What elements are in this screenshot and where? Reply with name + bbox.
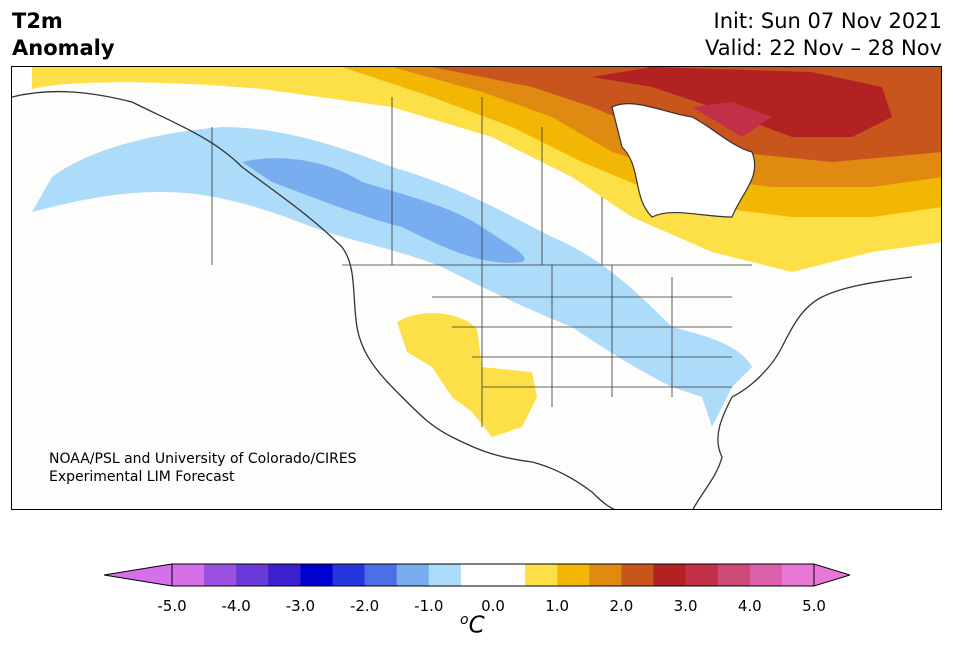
title-line-variable: T2m — [12, 9, 63, 33]
map-title: T2m Anomaly — [12, 8, 115, 62]
attribution-line-2: Experimental LIM Forecast — [49, 469, 235, 485]
anomaly-region-medium-blue — [242, 158, 525, 263]
colorbar-tick-label: 0.0 — [481, 597, 505, 615]
colorbar-segment — [396, 564, 430, 586]
colorbar-segment — [236, 564, 269, 586]
colorbar-segment — [781, 564, 815, 586]
colorbar-segment — [428, 564, 462, 586]
init-date: Init: Sun 07 Nov 2021 — [713, 9, 942, 33]
attribution-line-1: NOAA/PSL and University of Colorado/CIRE… — [49, 451, 357, 467]
colorbar-segment — [589, 564, 622, 586]
colorbar-segment — [172, 564, 205, 586]
political-boundaries — [211, 97, 752, 427]
colorbar-segment — [621, 564, 654, 586]
colorbar-tick-label: 4.0 — [737, 597, 762, 615]
colorbar-tick-label: -5.0 — [157, 597, 187, 615]
colorbar-segment — [332, 564, 366, 586]
colorbar-tick-label: -2.0 — [349, 597, 380, 615]
colorbar-segment — [268, 564, 301, 586]
forecast-dates: Init: Sun 07 Nov 2021 Valid: 22 Nov – 28… — [705, 8, 942, 62]
units-celsius: C — [468, 612, 485, 639]
anomaly-region-crimson — [692, 102, 772, 137]
colorbar-tick-label: -1.0 — [414, 597, 444, 615]
colorbar-segments — [172, 564, 815, 586]
units-degree: o — [460, 612, 469, 628]
colorbar-tick-label: 2.0 — [609, 597, 634, 615]
colorbar-tick-label: 1.0 — [545, 597, 570, 615]
colorbar-segment — [460, 564, 494, 586]
colorbar-segment — [653, 564, 687, 586]
colorbar-tick-label: -4.0 — [221, 597, 251, 615]
title-line-anomaly: Anomaly — [12, 36, 115, 60]
colorbar-segment — [204, 564, 237, 586]
colorbar — [104, 563, 850, 587]
colorbar-segment — [557, 564, 590, 586]
valid-range: Valid: 22 Nov – 28 Nov — [705, 36, 942, 60]
colorbar-segment — [525, 564, 558, 586]
colorbar-segment — [493, 564, 526, 586]
coastlines — [12, 90, 913, 509]
anomaly-map — [11, 66, 942, 510]
colorbar-segment — [364, 564, 398, 586]
colorbar-outline — [171, 563, 815, 587]
hudson-bay — [611, 103, 756, 218]
map-svg — [12, 67, 941, 509]
colorbar-units: oC — [460, 612, 485, 639]
colorbar-tick-label: 5.0 — [802, 597, 826, 615]
colorbar-segment — [685, 564, 719, 586]
attribution: NOAA/PSL and University of Colorado/CIRE… — [49, 450, 357, 486]
colorbar-tick-label: -3.0 — [285, 597, 316, 615]
colorbar-tick-label: 3.0 — [673, 597, 698, 615]
colorbar-segment — [717, 564, 751, 586]
colorbar-segment — [300, 564, 333, 586]
colorbar-over-arrow — [813, 563, 850, 587]
colorbar-segment — [749, 564, 783, 586]
colorbar-under-arrow — [104, 563, 173, 587]
anomaly-region-yellow-southwest — [397, 313, 537, 437]
anomaly-region-red — [592, 67, 892, 137]
